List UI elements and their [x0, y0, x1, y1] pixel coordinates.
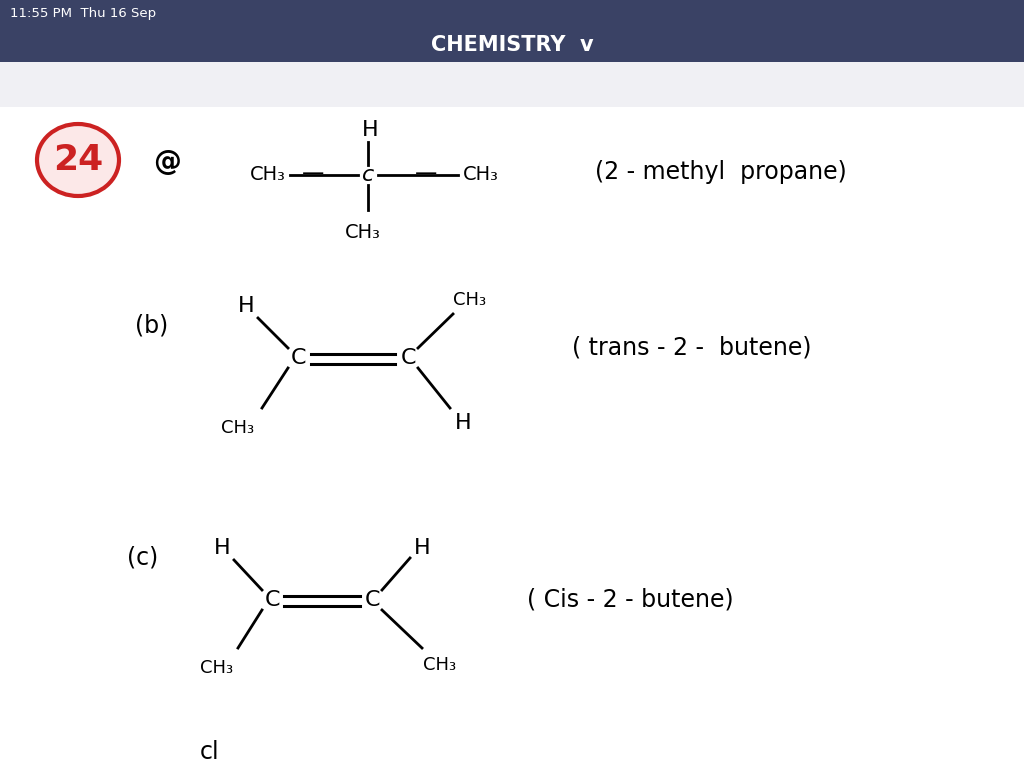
Text: ( trans - 2 -  butene): ( trans - 2 - butene) [572, 336, 811, 360]
Text: CH₃: CH₃ [250, 165, 286, 184]
Text: CH₃: CH₃ [345, 223, 381, 243]
Text: cl: cl [200, 740, 220, 764]
Text: @: @ [153, 148, 181, 176]
Text: 11:55 PM  Thu 16 Sep: 11:55 PM Thu 16 Sep [10, 8, 156, 21]
Text: H: H [214, 538, 230, 558]
Bar [0, 0, 1024, 28]
Text: (b): (b) [135, 313, 169, 337]
Text: CH₃: CH₃ [424, 656, 457, 674]
Bar [0, 28, 1024, 62]
Text: CHEMISTRY  v: CHEMISTRY v [431, 35, 593, 55]
Text: H: H [238, 296, 254, 316]
Ellipse shape [37, 124, 119, 196]
Bar [0, 62, 1024, 107]
Text: CH₃: CH₃ [454, 291, 486, 309]
Text: H: H [361, 120, 378, 140]
Text: CH₃: CH₃ [221, 419, 255, 437]
Text: C: C [290, 348, 306, 368]
Text: —: — [415, 163, 437, 183]
Text: CH₃: CH₃ [463, 165, 499, 184]
Text: (2 - methyl  propane): (2 - methyl propane) [595, 160, 847, 184]
Text: CH₃: CH₃ [201, 659, 233, 677]
Text: C: C [365, 590, 380, 610]
Text: c: c [361, 165, 374, 185]
Text: C: C [264, 590, 280, 610]
Text: H: H [455, 413, 471, 433]
Text: C: C [400, 348, 416, 368]
Text: H: H [414, 538, 430, 558]
Text: 24: 24 [53, 143, 103, 177]
Text: (c): (c) [127, 546, 159, 570]
Text: ( Cis - 2 - butene): ( Cis - 2 - butene) [527, 588, 733, 612]
Text: —: — [302, 163, 325, 183]
